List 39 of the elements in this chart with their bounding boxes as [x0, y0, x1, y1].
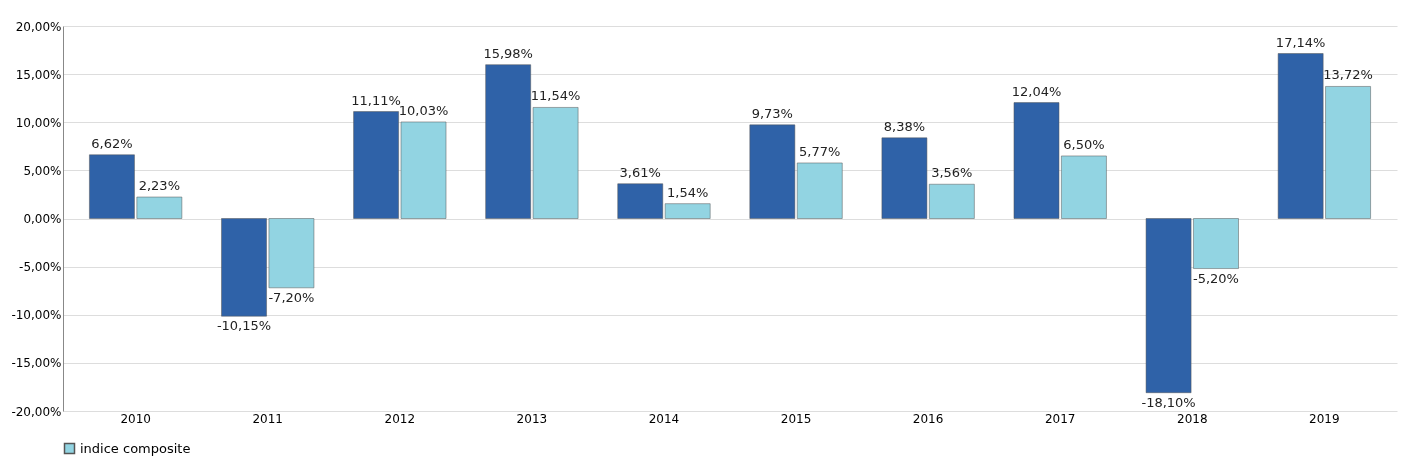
data-label: 8,38%: [883, 118, 926, 134]
legend-label: indice composite: [80, 440, 191, 456]
y-tick-label: -5,00%: [19, 260, 62, 275]
x-tick-label: 2018: [1177, 411, 1208, 426]
x-tick-label: 2019: [1309, 411, 1340, 426]
y-tick-label: 5,00%: [23, 163, 62, 178]
x-tick-label: 2015: [780, 411, 812, 426]
y-tick-label: 20,00%: [15, 19, 62, 34]
data-label: -7,20%: [268, 289, 315, 305]
data-label: -18,10%: [1141, 394, 1196, 410]
data-label: 11,54%: [530, 88, 581, 104]
data-label: 3,56%: [931, 165, 973, 181]
y-tick-label: -10,00%: [11, 308, 62, 323]
y-tick-label: -20,00%: [11, 404, 62, 419]
data-label: -10,15%: [216, 318, 272, 334]
data-label: 6,50%: [1063, 136, 1105, 152]
data-label: 15,98%: [483, 45, 533, 61]
x-tick-label: 2013: [516, 411, 548, 426]
data-label: 6,62%: [91, 135, 133, 151]
y-tick-label: -15,00%: [11, 356, 62, 371]
data-label: 5,77%: [799, 143, 841, 159]
data-label: 17,14%: [1275, 34, 1326, 50]
data-label: 2,23%: [138, 178, 181, 194]
x-tick-label: 2010: [120, 411, 151, 426]
data-label: 11,11%: [351, 92, 401, 108]
data-label: 3,61%: [619, 164, 661, 180]
data-label: 13,72%: [1323, 67, 1373, 83]
x-tick-label: 2012: [384, 411, 416, 426]
data-label: 12,04%: [1011, 83, 1062, 99]
x-tick-label: 2017: [1044, 411, 1076, 426]
data-label: -5,20%: [1192, 270, 1239, 286]
x-tick-label: 2014: [648, 411, 680, 426]
data-label: 9,73%: [751, 105, 793, 121]
y-tick-label: 15,00%: [15, 67, 62, 82]
x-tick-label: 2011: [252, 411, 283, 426]
data-label: 1,54%: [667, 184, 709, 200]
y-tick-label: 0,00%: [23, 212, 62, 226]
x-tick-label: 2016: [912, 411, 944, 426]
y-tick-label: 10,00%: [15, 115, 62, 130]
